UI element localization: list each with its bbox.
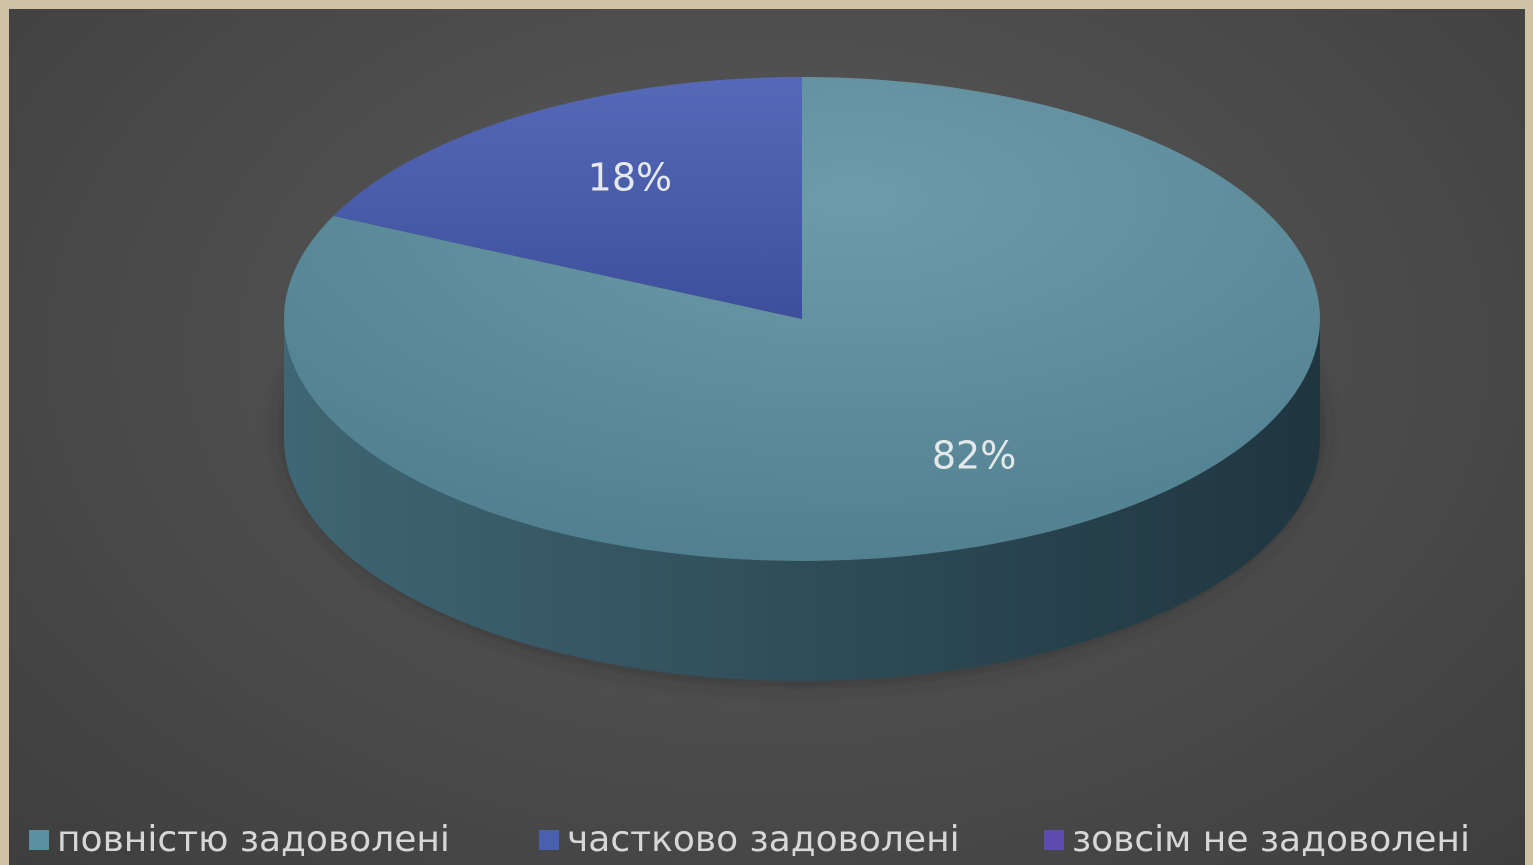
- legend-swatch-2: [1044, 830, 1064, 850]
- legend-item-0: повністю задоволені: [29, 815, 450, 865]
- legend-label-1: частково задоволені: [567, 819, 960, 860]
- legend-label-2: зовсім не задоволені: [1072, 819, 1470, 860]
- chart-frame: 82% 18% повністю задоволені частково задов…: [9, 9, 1525, 865]
- pie-chart: 82% 18%: [282, 77, 1322, 684]
- legend-label-0: повністю задоволені: [57, 819, 450, 860]
- pie-slice-1: [333, 77, 802, 319]
- legend-swatch-1: [539, 830, 559, 850]
- pie-labels: 82% 18%: [588, 156, 1017, 478]
- legend-item-1: частково задоволені: [539, 815, 960, 865]
- pie-side: [284, 319, 1320, 681]
- pie-top: [283, 77, 1321, 561]
- data-label-0: 82%: [932, 433, 1016, 477]
- data-label-1: 18%: [588, 156, 672, 200]
- legend-swatch-0: [29, 830, 49, 850]
- pie-side-wall: [284, 319, 1320, 681]
- legend: повністю задоволені частково задоволені зо…: [29, 815, 1519, 865]
- legend-item-2: зовсім не задоволені: [1044, 815, 1470, 865]
